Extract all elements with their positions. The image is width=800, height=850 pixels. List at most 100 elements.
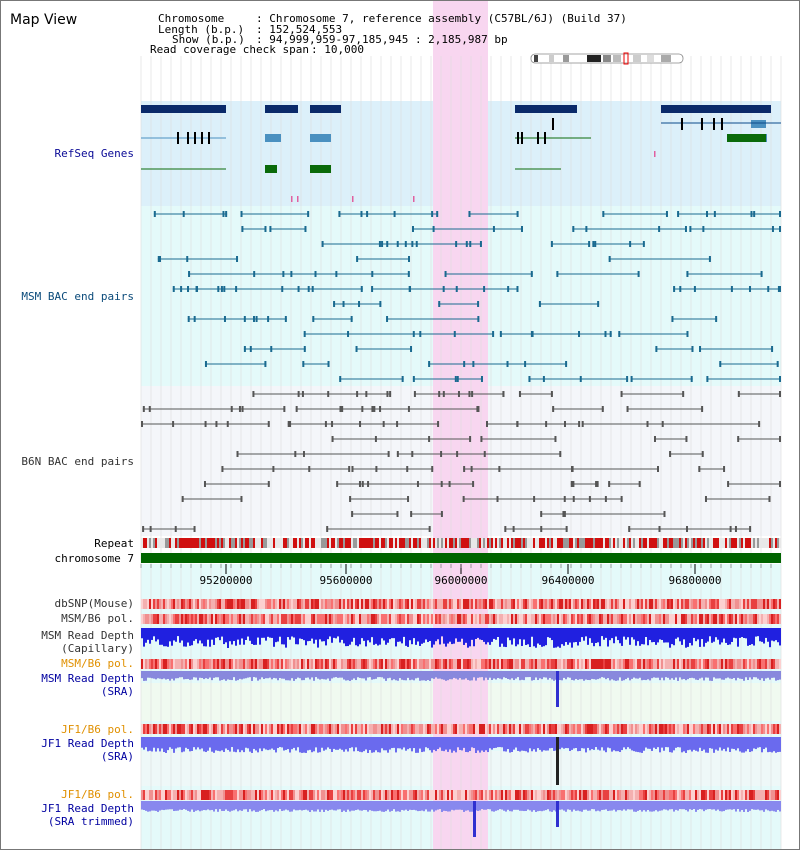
jf1-b6-pol-trim-cell (283, 790, 285, 800)
jf1-b6-pol-trim-cell (325, 790, 327, 800)
dbsnp-cell (485, 599, 487, 609)
msm-depth-sra-bar (537, 671, 539, 681)
msm-b6-pol-cell (195, 614, 197, 624)
msm-b6-pol-cell (405, 614, 407, 624)
track-label-jf1-depth-sra[interactable]: JF1 Read Depth (41, 737, 134, 750)
msm-b6-pol-cell (233, 614, 235, 624)
jf1-depth-sra-bar (615, 737, 617, 752)
jf1-b6-pol-cell (327, 724, 329, 734)
msm-depth-capillary-bar (483, 628, 485, 642)
jf1-b6-pol-cell (727, 724, 729, 734)
track-label-jf1-b6-pol-trim[interactable]: JF1/B6 pol. (61, 788, 134, 801)
track-label-msm-b6-pol[interactable]: MSM/B6 pol. (61, 612, 134, 625)
jf1-b6-pol-cell (339, 724, 341, 734)
dbsnp-cell (185, 599, 187, 609)
b6n-bac-pair-end (663, 511, 666, 517)
dbsnp-cell (255, 599, 257, 609)
msm-depth-sra-bar (721, 671, 723, 680)
jf1-depth-trim-bar (495, 801, 497, 811)
msm-depth-capillary-bar (147, 628, 149, 640)
jf1-b6-pol-trim-cell (381, 790, 383, 800)
msm-depth-sra-bar (315, 671, 317, 678)
track-label-msm-b6-pol-sra[interactable]: MSM/B6 pol. (61, 657, 134, 670)
jf1-depth-sra-bar (263, 737, 265, 749)
jf1-depth-trim-bar (227, 801, 229, 811)
repeat-band (497, 538, 499, 548)
msm-b6-pol-sra-cell (389, 659, 391, 669)
jf1-b6-pol-trim-cell (225, 790, 227, 800)
jf1-b6-pol-trim-cell (745, 790, 747, 800)
jf1-depth-trim-bar (469, 801, 471, 812)
jf1-depth-trim-bar (757, 801, 759, 810)
msm-depth-capillary-bar (159, 628, 161, 645)
jf1-depth-trim-bar (381, 801, 383, 812)
msm-b6-pol-sra-cell (149, 659, 151, 669)
jf1-b6-pol-cell (271, 724, 273, 734)
jf1-depth-trim-bar (573, 801, 575, 810)
jf1-b6-pol-cell (643, 724, 645, 734)
msm-depth-sra-bar (453, 671, 455, 678)
msm-depth-sra-bar (469, 671, 471, 681)
msm-b6-pol-cell (719, 614, 721, 624)
track-label-msm-depth-capillary[interactable]: MSM Read Depth (41, 629, 134, 642)
ideogram-band (534, 55, 538, 62)
b6n-bac-pair-end (779, 436, 781, 442)
track-label-chromosome[interactable]: chromosome 7 (54, 552, 134, 565)
track-label-dbsnp[interactable]: dbSNP(Mouse) (54, 597, 134, 610)
jf1-depth-sra-bar (647, 737, 649, 749)
jf1-b6-pol-cell (301, 724, 303, 734)
msm-b6-pol-sra-cell (465, 659, 467, 669)
msm-depth-sra-bar (569, 671, 571, 678)
msm-depth-sra-bar (267, 671, 269, 679)
msm-b6-pol-cell (251, 614, 253, 624)
msm-b6-pol-sra-cell (627, 659, 629, 669)
jf1-b6-pol-trim-cell (641, 790, 643, 800)
jf1-depth-trim-bar (719, 801, 721, 812)
jf1-b6-pol-cell (349, 724, 351, 734)
jf1-depth-sra-bar (503, 737, 505, 752)
jf1-depth-trim-bar (333, 801, 335, 811)
dbsnp-cell (481, 599, 483, 609)
jf1-b6-pol-trim-cell (711, 790, 713, 800)
track-label-repeat[interactable]: Repeat (94, 537, 134, 550)
b6n-bac-pair-end (361, 481, 364, 487)
msm-depth-capillary-bar (281, 628, 283, 645)
dbsnp-cell (467, 599, 469, 609)
jf1-depth-trim-bar (755, 801, 757, 810)
jf1-b6-pol-cell (159, 724, 161, 734)
dbsnp-cell (395, 599, 397, 609)
jf1-depth-trim-bar (323, 801, 325, 812)
b6n-bac-pair-end (477, 406, 480, 412)
repeat-band (697, 538, 699, 548)
msm-depth-capillary-bar (325, 628, 327, 646)
dbsnp-cell (399, 599, 401, 609)
msm-b6-pol-cell (649, 614, 651, 624)
msm-b6-pol-sra-cell (719, 659, 721, 669)
msm-depth-sra-bar (177, 671, 179, 679)
msm-depth-sra-bar (715, 671, 717, 679)
msm-b6-pol-cell (197, 614, 199, 624)
track-label-msm-bac[interactable]: MSM BAC end pairs (21, 290, 134, 303)
repeat-band (713, 538, 715, 548)
jf1-b6-pol-cell (243, 724, 245, 734)
track-label-refseq-genes[interactable]: RefSeq Genes (54, 147, 134, 160)
track-label-msm-depth-sra[interactable]: MSM Read Depth (41, 672, 134, 685)
msm-depth-capillary-bar (713, 628, 715, 642)
track-label-jf1-depth-trimmed[interactable]: JF1 Read Depth (41, 802, 134, 815)
repeat-band (209, 538, 211, 548)
track-label-jf1-b6-pol[interactable]: JF1/B6 pol. (61, 723, 134, 736)
msm-b6-pol-cell (387, 614, 389, 624)
jf1-depth-sra-bar (349, 737, 351, 749)
track-label-b6n-bac[interactable]: B6N BAC end pairs (21, 455, 134, 468)
msm-depth-sra-bar (387, 671, 389, 679)
jf1-depth-trim-bar (179, 801, 181, 810)
jf1-b6-pol-trim-cell (163, 790, 165, 800)
msm-depth-capillary-bar (305, 628, 307, 646)
jf1-b6-pol-trim-cell (403, 790, 405, 800)
jf1-b6-pol-cell (153, 724, 155, 734)
dbsnp-cell (229, 599, 231, 609)
dbsnp-cell (423, 599, 425, 609)
msm-b6-pol-sra-cell (437, 659, 439, 669)
jf1-depth-trim-bar (185, 801, 187, 810)
